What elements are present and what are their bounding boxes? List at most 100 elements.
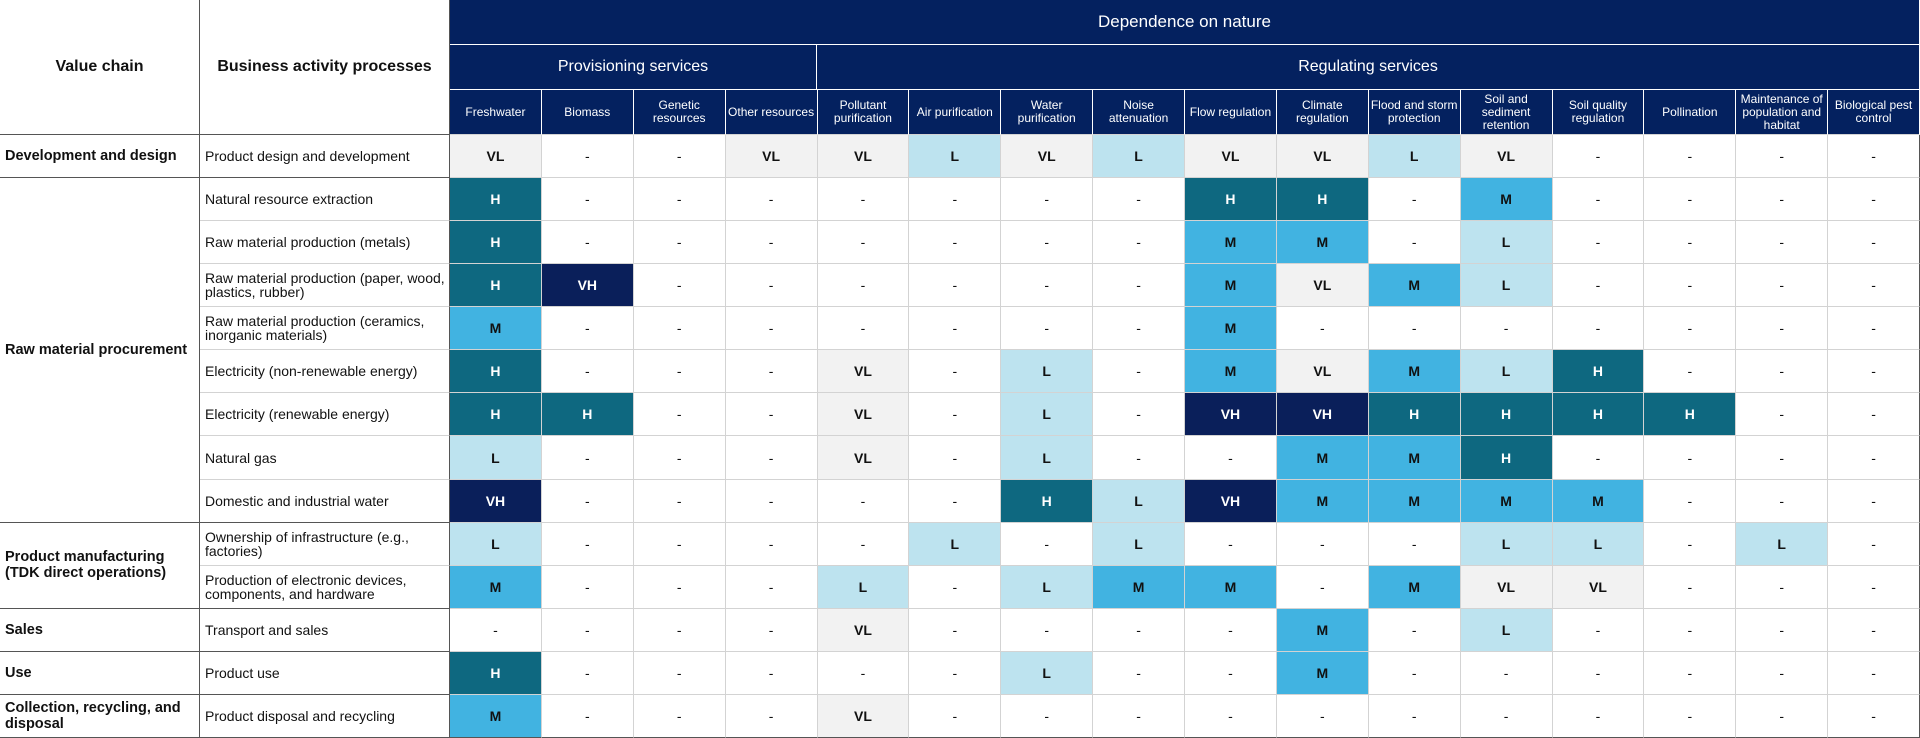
rating-cell: M: [1276, 608, 1369, 652]
rating-cell: H: [450, 651, 542, 695]
column-header: Other resources: [725, 90, 818, 135]
rating-cell: VL: [817, 694, 910, 738]
rating-cell: L: [1093, 135, 1185, 179]
rating-cell: -: [725, 522, 818, 566]
column-header: Pollutant purification: [817, 90, 910, 135]
column-header: Air purification: [909, 90, 1002, 135]
rating-cell: L: [1460, 264, 1553, 308]
rating-cell: -: [909, 694, 1002, 738]
rating-cell: -: [1460, 307, 1553, 351]
rating-cell: -: [1736, 264, 1829, 308]
rating-cell: -: [1828, 522, 1920, 566]
rating-cell: -: [725, 436, 818, 480]
rating-cell: -: [1276, 694, 1369, 738]
rating-cell: H: [450, 178, 542, 222]
rating-cell: -: [1644, 307, 1737, 351]
rating-cell: M: [450, 694, 542, 738]
rating-cell: -: [817, 307, 910, 351]
rating-cell: -: [909, 393, 1002, 437]
rating-cell: M: [1368, 565, 1461, 609]
rating-cell: -: [1644, 651, 1737, 695]
rating-cell: VH: [541, 264, 634, 308]
rating-cell: -: [1001, 178, 1094, 222]
rating-cell: -: [1552, 651, 1645, 695]
rating-cell: -: [1552, 135, 1645, 179]
rating-cell: M: [1276, 651, 1369, 695]
process-label: Ownership of infrastructure (e.g., facto…: [200, 522, 450, 566]
rating-cell: -: [725, 651, 818, 695]
rating-cell: VL: [817, 350, 910, 394]
rating-cell: L: [1736, 522, 1829, 566]
rating-cell: L: [1001, 393, 1094, 437]
rating-cell: M: [1460, 178, 1553, 222]
rating-cell: H: [1644, 393, 1737, 437]
rating-cell: -: [817, 651, 910, 695]
rating-cell: M: [1276, 221, 1369, 265]
rating-cell: VL: [1276, 350, 1369, 394]
rating-cell: -: [633, 565, 726, 609]
rating-cell: M: [1185, 264, 1277, 308]
rating-cell: -: [817, 522, 910, 566]
rating-cell: -: [1001, 264, 1094, 308]
rating-cell: -: [633, 393, 726, 437]
rating-cell: -: [1276, 522, 1369, 566]
rating-cell: -: [541, 178, 634, 222]
rating-cell: H: [450, 393, 542, 437]
rating-cell: -: [1828, 178, 1920, 222]
rating-cell: -: [541, 307, 634, 351]
rating-cell: -: [633, 135, 726, 179]
rating-cell: -: [541, 694, 634, 738]
rating-cell: L: [1460, 608, 1553, 652]
rating-cell: M: [1368, 264, 1461, 308]
rating-cell: -: [1368, 178, 1461, 222]
rating-cell: -: [633, 264, 726, 308]
rating-cell: -: [1552, 221, 1645, 265]
rating-cell: -: [1185, 651, 1277, 695]
rating-cell: M: [1368, 350, 1461, 394]
column-header: Biological pest control: [1828, 90, 1920, 135]
rating-cell: -: [725, 307, 818, 351]
rating-cell: M: [1460, 479, 1553, 523]
header-regulating-services: Regulating services: [817, 45, 1920, 90]
rating-cell: -: [541, 350, 634, 394]
rating-cell: L: [909, 522, 1002, 566]
rating-cell: -: [909, 264, 1002, 308]
rating-cell: -: [1093, 436, 1185, 480]
column-header: Maintenance of population and habitat: [1736, 90, 1829, 135]
rating-cell: -: [725, 264, 818, 308]
rating-cell: VL: [817, 608, 910, 652]
rating-cell: -: [1828, 479, 1920, 523]
rating-cell: -: [1736, 307, 1829, 351]
process-label: Product use: [200, 651, 450, 695]
rating-cell: -: [1828, 608, 1920, 652]
rating-cell: -: [909, 565, 1002, 609]
rating-cell: -: [1552, 436, 1645, 480]
rating-cell: M: [1276, 436, 1369, 480]
rating-cell: -: [817, 221, 910, 265]
rating-cell: -: [817, 479, 910, 523]
rating-cell: VL: [725, 135, 818, 179]
rating-cell: -: [1276, 565, 1369, 609]
column-header: Noise attenuation: [1093, 90, 1185, 135]
rating-cell: -: [725, 393, 818, 437]
rating-cell: M: [450, 307, 542, 351]
rating-cell: M: [1185, 565, 1277, 609]
rating-cell: -: [1552, 608, 1645, 652]
rating-cell: L: [1093, 479, 1185, 523]
rating-cell: -: [1828, 350, 1920, 394]
column-header: Flood and storm protection: [1368, 90, 1461, 135]
rating-cell: -: [1828, 436, 1920, 480]
rating-cell: -: [1093, 608, 1185, 652]
rating-cell: -: [1368, 307, 1461, 351]
rating-cell: -: [725, 565, 818, 609]
rating-cell: VL: [1552, 565, 1645, 609]
rating-cell: -: [909, 221, 1002, 265]
rating-cell: -: [1644, 350, 1737, 394]
process-label: Transport and sales: [200, 608, 450, 652]
rating-cell: -: [1552, 264, 1645, 308]
rating-cell: -: [1552, 694, 1645, 738]
process-label: Product disposal and recycling: [200, 694, 450, 738]
rating-cell: -: [1644, 565, 1737, 609]
rating-cell: -: [1736, 565, 1829, 609]
rating-cell: -: [725, 350, 818, 394]
